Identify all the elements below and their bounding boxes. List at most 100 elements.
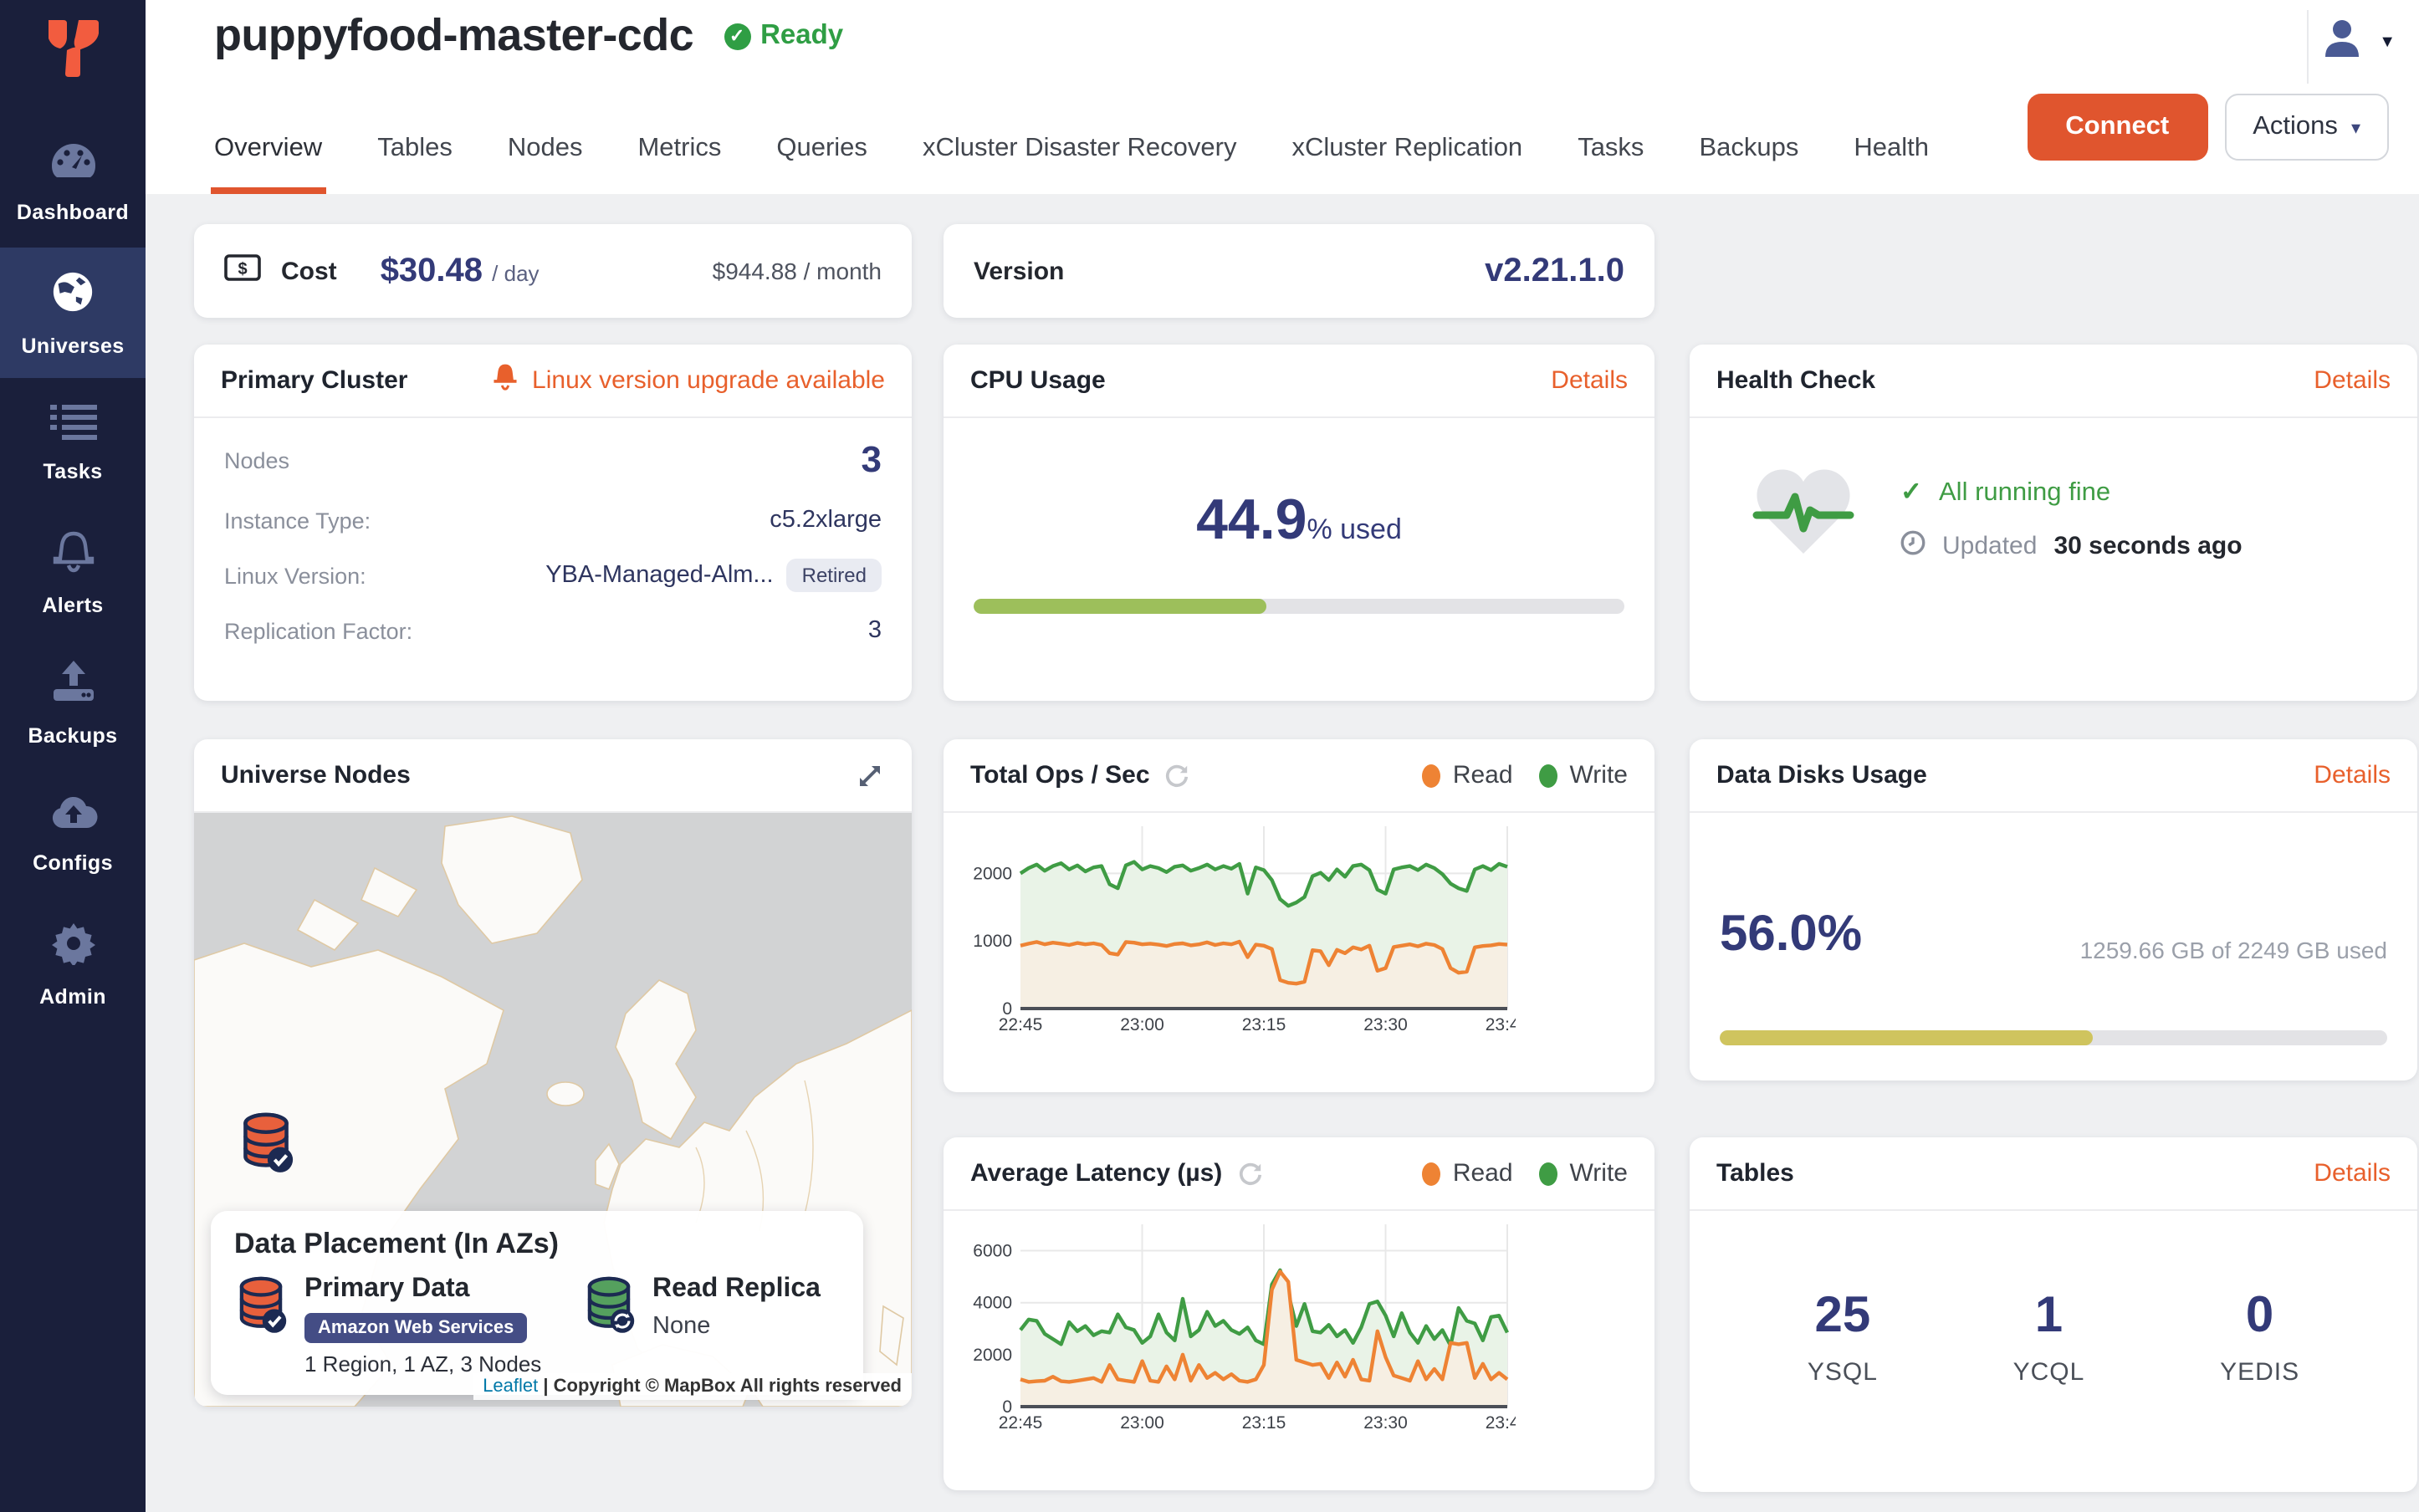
version-value: v2.21.1.0 (1485, 252, 1624, 289)
sidebar-item-tasks[interactable]: Tasks (0, 378, 146, 508)
connect-button[interactable]: Connect (2027, 94, 2208, 161)
health-updated-line: Updated 30 seconds ago (1900, 530, 2243, 562)
read-dot-icon (1422, 764, 1441, 787)
status-label: Ready (760, 20, 844, 50)
tab-overview[interactable]: Overview (211, 104, 325, 194)
chevron-down-icon: ▾ (2350, 118, 2360, 138)
svg-text:1000: 1000 (973, 932, 1012, 951)
yugabyte-logo-icon[interactable] (0, 0, 146, 87)
read-dot-icon (1422, 1162, 1441, 1185)
universe-title: puppyfood-master-cdc (214, 10, 694, 60)
disk-usage-text: 1259.66 GB of 2249 GB used (2079, 937, 2387, 963)
user-avatar-icon[interactable] (2320, 17, 2364, 69)
legend-read: Read (1422, 1159, 1513, 1188)
refresh-icon[interactable] (1165, 763, 1190, 788)
svg-text:23:30: 23:30 (1363, 1015, 1408, 1034)
backup-upload-icon (49, 661, 96, 713)
cpu-usage-progress-fill (974, 599, 1266, 614)
data-disks-usage-card: Data Disks Usage Details 56.0% 1259.66 G… (1690, 739, 2417, 1080)
disks-details-link[interactable]: Details (2314, 761, 2391, 789)
world-map[interactable]: Data Placement (In AZs) Prima (194, 813, 912, 1407)
tab-queries[interactable]: Queries (776, 134, 867, 162)
health-details-link[interactable]: Details (2314, 366, 2391, 395)
tab-tables[interactable]: Tables (377, 134, 453, 162)
attribution-text: | Copyright © MapBox All rights reserved (543, 1377, 902, 1397)
user-menu-caret-icon[interactable]: ▼ (2379, 33, 2396, 52)
svg-text:23:00: 23:00 (1120, 1015, 1164, 1034)
legend-write: Write (1539, 761, 1628, 789)
cpu-usage-value: 44.9% used (1196, 488, 1402, 552)
tab-backups[interactable]: Backups (1699, 134, 1799, 162)
sidebar-item-dashboard[interactable]: Dashboard (0, 117, 146, 248)
read-replica-label: Read Replica (652, 1274, 821, 1303)
tab-bar: Overview Tables Nodes Metrics Queries xC… (211, 104, 1929, 194)
retired-badge: Retired (786, 559, 882, 592)
tables-details-link[interactable]: Details (2314, 1159, 2391, 1188)
data-placement-title: Data Placement (In AZs) (234, 1228, 559, 1259)
actions-label: Actions (2253, 112, 2338, 140)
tables-count-ycql: 1 YCQL (2012, 1288, 2085, 1387)
task-list-icon (49, 403, 96, 448)
tab-xcluster-replication[interactable]: xCluster Replication (1291, 134, 1523, 162)
replica-database-icon (582, 1274, 636, 1377)
sidebar-item-label: Alerts (42, 594, 104, 617)
sidebar-item-label: Tasks (43, 460, 103, 483)
tab-tasks[interactable]: Tasks (1578, 134, 1644, 162)
cpu-details-link[interactable]: Details (1551, 366, 1628, 395)
linux-upgrade-alert[interactable]: Linux version upgrade available (492, 363, 885, 398)
sidebar-item-universes[interactable]: Universes (0, 248, 146, 378)
cost-per-month: $944.88 / month (712, 258, 882, 284)
chart-legend: Read Write (1422, 1159, 1628, 1188)
bell-icon (492, 363, 519, 398)
sidebar-item-backups[interactable]: Backups (0, 639, 146, 769)
sidebar-item-configs[interactable]: Configs (0, 769, 146, 900)
primary-data-label: Primary Data (304, 1274, 470, 1303)
svg-text:22:45: 22:45 (999, 1413, 1043, 1433)
leaflet-link[interactable]: Leaflet (483, 1377, 539, 1397)
tables-title: Tables (1716, 1159, 1794, 1188)
linux-version-value: YBA-Managed-Alm... (545, 562, 774, 589)
svg-text:23:45: 23:45 (1486, 1413, 1516, 1433)
actions-dropdown-button[interactable]: Actions ▾ (2224, 94, 2389, 161)
tab-nodes[interactable]: Nodes (507, 134, 583, 162)
map-attribution: Leaflet | Copyright © MapBox All rights … (473, 1373, 912, 1400)
health-status-line: ✓ All running fine (1900, 477, 2243, 508)
updated-label: Updated (1942, 532, 2038, 560)
sidebar-nav: Dashboard Universes Tasks Alerts (0, 117, 146, 1030)
refresh-icon[interactable] (1237, 1161, 1262, 1186)
write-dot-icon (1539, 1162, 1558, 1185)
health-status-text: All running fine (1939, 478, 2111, 506)
primary-cluster-title: Primary Cluster (221, 366, 408, 395)
total-ops-card: Total Ops / Sec Read Write 0 1000 2000 22:4… (944, 739, 1654, 1092)
cloud-icon (48, 794, 98, 840)
sidebar-item-label: Backups (28, 724, 118, 748)
tab-health[interactable]: Health (1854, 134, 1929, 162)
universe-nodes-title: Universe Nodes (221, 761, 411, 789)
average-latency-title: Average Latency (µs) (970, 1159, 1223, 1188)
cpu-usage-card: CPU Usage Details 44.9% used (944, 345, 1654, 701)
cpu-usage-title: CPU Usage (970, 366, 1106, 395)
svg-text:23:00: 23:00 (1120, 1413, 1164, 1433)
cluster-row-nodes: Nodes 3 (224, 438, 882, 480)
sidebar-item-admin[interactable]: Admin (0, 900, 146, 1030)
cpu-usage-progress-bar (974, 599, 1624, 614)
version-card: Version v2.21.1.0 (944, 224, 1654, 318)
svg-text:0: 0 (1002, 999, 1012, 1019)
primary-data-block: Primary Data Amazon Web Services 1 Regio… (234, 1274, 582, 1377)
globe-icon (50, 268, 95, 322)
disk-usage-progress-bar (1720, 1030, 2387, 1045)
cost-banknote-icon: $ (224, 253, 261, 289)
provider-badge: Amazon Web Services (304, 1313, 528, 1343)
read-replica-value: None (652, 1313, 711, 1340)
tab-xcluster-disaster-recovery[interactable]: xCluster Disaster Recovery (922, 134, 1237, 162)
cost-per-day: $30.48 / day (380, 252, 540, 289)
sidebar-item-alerts[interactable]: Alerts (0, 508, 146, 639)
sidebar-item-label: Dashboard (16, 201, 130, 224)
svg-text:23:15: 23:15 (1242, 1413, 1286, 1433)
tab-metrics[interactable]: Metrics (637, 134, 722, 162)
expand-icon[interactable] (855, 760, 885, 790)
svg-text:$: $ (238, 259, 247, 278)
primary-node-marker[interactable] (238, 1111, 294, 1183)
